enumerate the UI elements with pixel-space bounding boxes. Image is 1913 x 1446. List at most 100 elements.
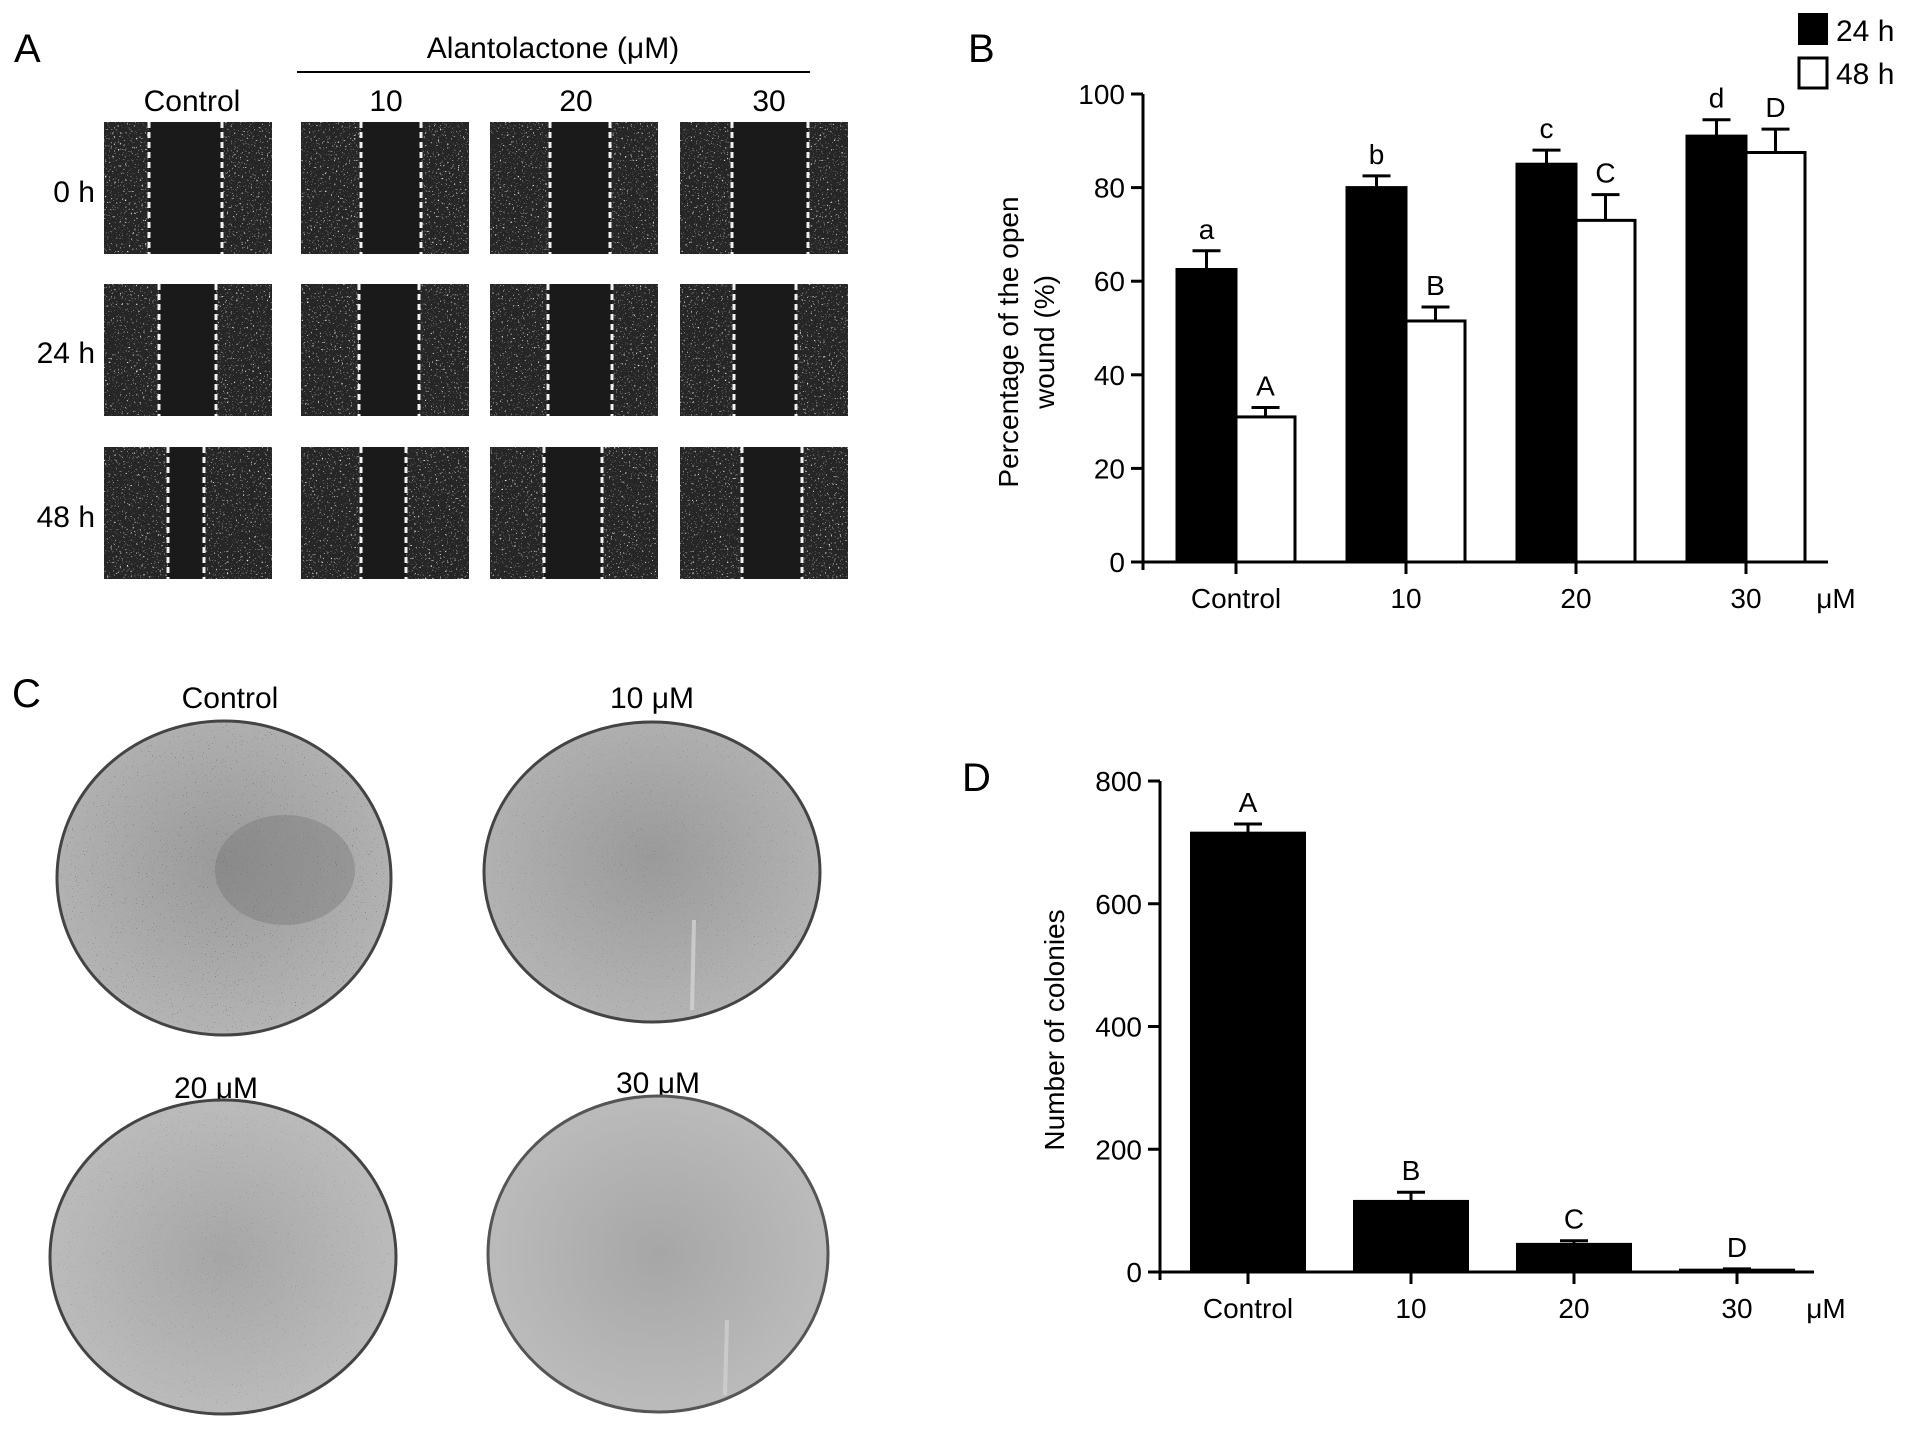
- legend-swatch-48h: [1797, 56, 1829, 90]
- y-tick-label: 400: [1095, 1012, 1142, 1043]
- wound-image: [301, 122, 469, 254]
- x-tick-label: 30: [1721, 1293, 1752, 1324]
- significance-label: B: [1402, 1155, 1421, 1186]
- panel-b: B 24 h 48 h Percentage of the open wound…: [968, 13, 1894, 614]
- y-tick-label: 40: [1094, 360, 1125, 391]
- dish-30: [486, 1094, 830, 1414]
- significance-label: d: [1709, 83, 1725, 114]
- wound-gap: [361, 447, 406, 579]
- wound-gap: [361, 122, 421, 254]
- y-tick-label: 60: [1094, 266, 1125, 297]
- legend: 24 h 48 h: [1797, 13, 1894, 91]
- wound-gap: [548, 284, 612, 416]
- bar: [1516, 1242, 1632, 1274]
- legend-label-48h: 48 h: [1836, 58, 1894, 91]
- wound-gap: [550, 122, 610, 254]
- panel-d: D Number of colonies 0 200 400 600 800 Contro…: [962, 756, 1846, 1324]
- bar: [1175, 268, 1238, 564]
- wound-image: [301, 447, 469, 579]
- y-tick-label: 100: [1078, 79, 1125, 110]
- legend-swatch-24h: [1798, 13, 1828, 45]
- dish-10: [482, 720, 822, 1024]
- x-tick-label: 10: [1390, 583, 1421, 614]
- significance-label: C: [1595, 158, 1615, 189]
- significance-label: D: [1765, 92, 1785, 123]
- column-header-control: Control: [144, 85, 241, 118]
- column-header-20: 20: [559, 85, 592, 118]
- wound-gap: [149, 122, 222, 254]
- legend-label-24h: 24 h: [1836, 15, 1894, 48]
- x-tick-label: 20: [1558, 1293, 1589, 1324]
- wound-gap: [734, 284, 796, 416]
- bar: [1744, 151, 1807, 564]
- bar: [1515, 162, 1578, 564]
- significance-label: a: [1199, 214, 1215, 245]
- wound-gap: [168, 447, 204, 579]
- bar: [1353, 1199, 1469, 1274]
- y-axis-label-d: Number of colonies: [1039, 909, 1070, 1150]
- x-tick-label: Control: [1191, 583, 1281, 614]
- wound-image: [680, 284, 848, 416]
- significance-label: c: [1540, 113, 1554, 144]
- dish-control: [55, 719, 393, 1037]
- y-tick-label: 20: [1094, 453, 1125, 484]
- y-tick-label: 0: [1126, 1257, 1142, 1288]
- x-unit-label: μM: [1806, 1293, 1845, 1324]
- bar: [1190, 831, 1306, 1274]
- panel-d-letter: D: [962, 756, 991, 800]
- x-unit-label: μM: [1816, 583, 1855, 614]
- wound-image: [680, 122, 848, 254]
- significance-label: C: [1564, 1204, 1584, 1235]
- y-tick-label: 200: [1095, 1134, 1142, 1165]
- significance-label: D: [1727, 1232, 1747, 1263]
- bar: [1685, 134, 1748, 564]
- bar: [1234, 415, 1297, 564]
- row-header-0h: 0 h: [53, 176, 95, 209]
- wound-image: [301, 284, 469, 416]
- x-tick-label: 10: [1395, 1293, 1426, 1324]
- dish-label-10: 10 μM: [610, 682, 694, 715]
- panel-a-letter: A: [14, 27, 41, 71]
- column-headers: Control 10 20 30: [144, 85, 786, 118]
- chart-b-bars: a b c d A B C D: [1175, 83, 1807, 564]
- wound-gap: [159, 284, 216, 416]
- wound-gap: [742, 447, 802, 579]
- dish-label-control: Control: [182, 682, 279, 715]
- wound-image: [104, 447, 272, 579]
- alantolactone-label: Alantolactone (μM): [427, 32, 679, 65]
- wound-image: [490, 447, 658, 579]
- y-tick-label: 600: [1095, 889, 1142, 920]
- bar: [1404, 319, 1467, 564]
- significance-label: b: [1369, 139, 1385, 170]
- wound-image: [490, 122, 658, 254]
- column-header-30: 30: [752, 85, 785, 118]
- wound-image: [680, 447, 848, 579]
- bar: [1574, 218, 1637, 564]
- significance-label: A: [1256, 371, 1275, 402]
- chart-d-bars: A B C D: [1190, 787, 1795, 1274]
- y-axis-label-line1: Percentage of the open: [993, 196, 1024, 487]
- y-tick-label: 80: [1094, 173, 1125, 204]
- x-tick-label: Control: [1203, 1293, 1293, 1324]
- wound-gap: [732, 122, 808, 254]
- wound-image-grid: [104, 122, 848, 579]
- significance-label: B: [1426, 270, 1445, 301]
- y-tick-label: 0: [1109, 547, 1125, 578]
- x-tick-label: 20: [1560, 583, 1591, 614]
- bar: [1345, 186, 1408, 564]
- wound-gap: [359, 284, 419, 416]
- y-tick-label: 800: [1095, 766, 1142, 797]
- wound-image: [490, 284, 658, 416]
- x-tick-label: 30: [1730, 583, 1761, 614]
- wound-gap: [544, 447, 602, 579]
- wound-image: [104, 122, 272, 254]
- dish-20: [48, 1098, 398, 1416]
- row-header-48h: 48 h: [37, 501, 95, 534]
- wound-image: [104, 284, 272, 416]
- row-header-24h: 24 h: [37, 337, 95, 370]
- significance-label: A: [1239, 787, 1258, 818]
- column-header-10: 10: [369, 85, 402, 118]
- panel-a: A Alantolactone (μM) Control 10 20 30 0 …: [14, 27, 848, 579]
